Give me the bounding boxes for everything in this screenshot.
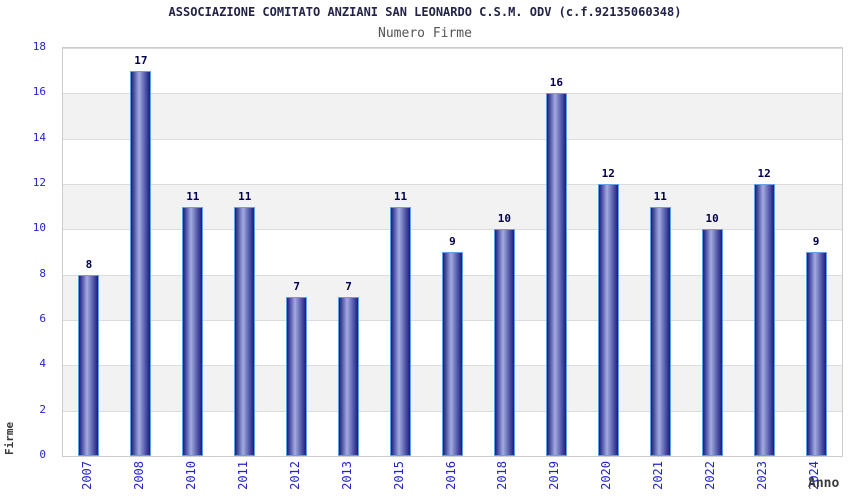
x-tick-label-2011: 2011	[235, 461, 250, 490]
bar-2021	[649, 207, 671, 456]
bar-2020	[597, 184, 619, 456]
x-axis-title: Anno	[808, 476, 840, 491]
bar-value-label: 12	[601, 167, 615, 180]
chart-title: ASSOCIAZIONE COMITATO ANZIANI SAN LEONAR…	[168, 5, 682, 19]
y-tick-label: 16	[32, 85, 46, 99]
x-tick-label-2013: 2013	[339, 461, 354, 490]
y-tick-label: 14	[32, 130, 46, 144]
y-tick-label: 2	[39, 402, 46, 416]
bar-value-label: 11	[186, 190, 200, 203]
chart-subtitle: Numero Firme	[378, 26, 472, 41]
bar-value-label: 7	[293, 280, 300, 293]
bar-2024	[805, 252, 827, 456]
grid-band	[63, 93, 842, 139]
bar-value-label: 12	[757, 167, 771, 180]
bar-2008	[130, 71, 152, 456]
bar-2022	[701, 229, 723, 456]
x-tick-label-2015: 2015	[391, 461, 406, 490]
x-tick-label-2018: 2018	[495, 461, 510, 490]
bar-2012	[286, 297, 308, 456]
x-tick-label-2016: 2016	[443, 461, 458, 490]
x-axis-tick-labels: 2007 2008 2010 2011 2012 2013 2015 2016 2018 2019…	[62, 461, 841, 499]
bar-value-label: 11	[653, 190, 667, 203]
bar-value-label: 9	[449, 235, 456, 248]
x-tick-label-2020: 2020	[599, 461, 614, 490]
bar-2013	[338, 297, 360, 456]
y-tick-label: 18	[32, 40, 46, 53]
bar-2011	[234, 207, 256, 456]
bar-value-label: 7	[345, 280, 352, 293]
x-tick-label-2008: 2008	[131, 461, 146, 490]
bar-2018	[493, 229, 515, 456]
bar-value-label: 16	[549, 76, 563, 89]
y-tick-label: 10	[32, 221, 46, 235]
x-tick-label-2021: 2021	[651, 461, 666, 490]
x-tick-label-2012: 2012	[287, 461, 302, 490]
plot-area: 8 17 11 11 7 7 11 9 10 16 12 11 10 12 9	[62, 47, 843, 457]
bar-2015	[390, 207, 412, 456]
bar-value-label: 11	[393, 190, 408, 203]
bar-value-label: 9	[812, 235, 820, 248]
y-tick-label: 12	[32, 176, 46, 189]
x-tick-label-2023: 2023	[755, 461, 770, 490]
grid-band	[63, 138, 842, 184]
y-tick-label: 0	[39, 448, 46, 461]
bar-2023	[753, 184, 775, 456]
y-axis-tick-labels: 0 2 4 6 8 10 12 14 16 18	[0, 40, 54, 461]
y-tick-label: 6	[39, 312, 46, 325]
x-tick-label-2007: 2007	[79, 461, 94, 490]
y-tick-label: 8	[39, 266, 46, 280]
bar-value-label: 8	[85, 258, 93, 271]
bar-2010	[182, 207, 204, 456]
bar-value-label: 10	[497, 212, 512, 225]
bar-value-label: 11	[238, 190, 252, 203]
bar-value-label: 10	[705, 212, 719, 225]
y-tick-label: 4	[39, 357, 46, 371]
grid-band	[63, 48, 842, 94]
bar-value-label: 17	[134, 54, 148, 67]
x-tick-label-2022: 2022	[703, 461, 718, 490]
x-tick-label-2019: 2019	[547, 461, 562, 490]
bar-2019	[545, 93, 567, 456]
x-tick-label-2010: 2010	[183, 461, 198, 490]
bar-2016	[442, 252, 463, 456]
bar-2007	[78, 275, 100, 456]
